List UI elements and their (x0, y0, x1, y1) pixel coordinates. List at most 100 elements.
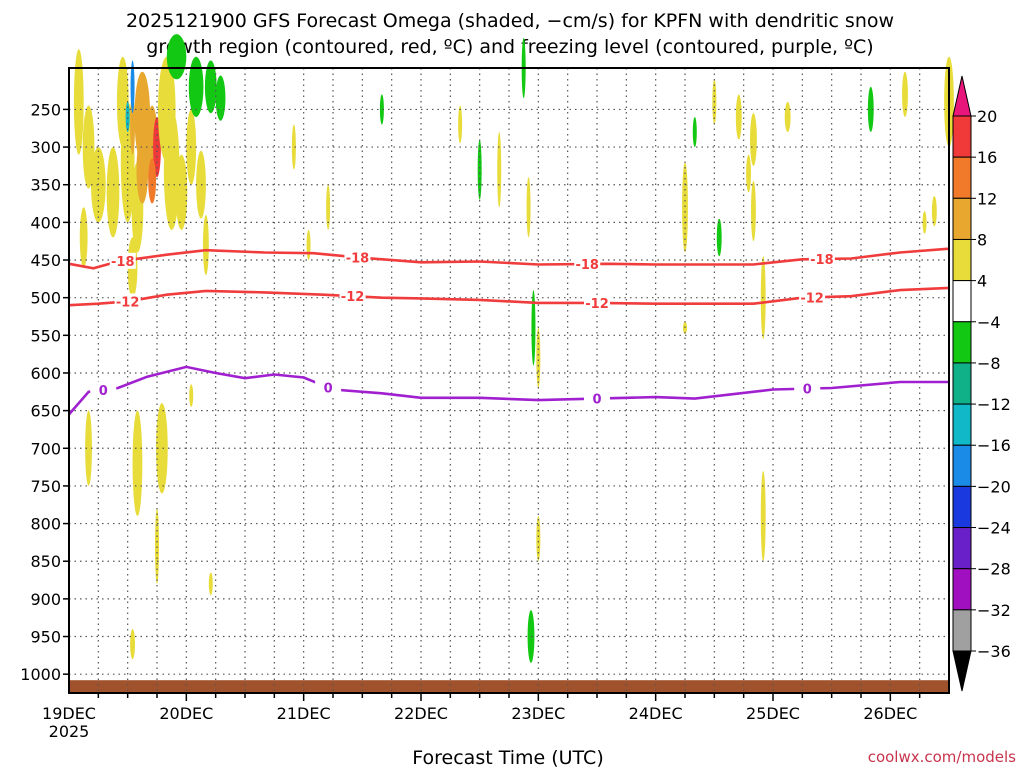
y-tick-label: 400 (30, 213, 61, 232)
omega-shading-cell (79, 207, 88, 268)
y-tick-label: 700 (30, 439, 61, 458)
omega-shading-cell (784, 101, 791, 133)
colorbar-label: −12 (977, 395, 1011, 414)
contour-label: -18 (575, 258, 599, 273)
contour-label-bg (574, 255, 601, 272)
omega-shading-cell (931, 196, 937, 227)
y-tick-label: 250 (30, 100, 61, 119)
contour-label: -12 (116, 295, 140, 310)
colorbar-label: −36 (977, 642, 1011, 661)
x-tick-label: 23DEC (511, 704, 565, 723)
y-tick-label: 750 (30, 477, 61, 496)
contour-label-bg (109, 252, 136, 269)
omega-shading-cell (202, 214, 209, 276)
y-tick-label: 1000 (20, 665, 61, 684)
y-tick-label: 850 (30, 552, 61, 571)
y-tick-label: 900 (30, 590, 61, 609)
colorbar-segment (952, 527, 972, 570)
omega-shading-cell (73, 49, 84, 155)
contour-label: 0 (99, 384, 108, 399)
colorbar-label: −28 (977, 560, 1011, 579)
chart-title-line1: 2025121900 GFS Forecast Omega (shaded, −… (126, 10, 894, 32)
contour-label: 0 (803, 383, 812, 398)
colorbar-segment (952, 280, 972, 323)
x-tick-label: 26DEC (863, 704, 917, 723)
colorbar-label: −16 (977, 436, 1011, 455)
omega-shading-cell (497, 132, 502, 208)
omega-shading-cell (132, 410, 143, 517)
omega-shading-cell (526, 177, 531, 238)
omega-shading-cell (751, 180, 756, 242)
colorbar-segment (952, 238, 972, 282)
omega-shading-cell (155, 508, 159, 584)
omega-shading-cell (204, 60, 217, 114)
contour-label: -12 (585, 297, 609, 312)
contour-label: -18 (810, 253, 834, 268)
omega-shading-cell (735, 94, 742, 140)
colorbar-label: −32 (977, 601, 1011, 620)
colorbar-label: −8 (977, 354, 1001, 373)
x-tick-label: 20DEC (159, 704, 213, 723)
plot-background (69, 68, 949, 693)
colorbar-label: 20 (977, 107, 997, 126)
omega-shading-cell (215, 75, 226, 121)
omega-shading-cell (130, 628, 135, 660)
omega-shading-cell (379, 94, 384, 125)
omega-shading-cell (326, 184, 331, 230)
omega-shading-cell (125, 101, 130, 133)
omega-shading-cell (130, 60, 135, 114)
omega-shading-cell (163, 109, 180, 230)
contour-label-bg (799, 289, 826, 306)
omega-shading-cell (208, 572, 213, 596)
omega-shading-cell (85, 410, 92, 486)
plot-area: -18 -18 -18 -18 -12 -12 -12 -12 0 0 0 0 250 300 350 400… (20, 34, 954, 741)
y-tick-label: 600 (30, 364, 61, 383)
colorbar-segment (952, 115, 972, 158)
colorbar-segment (952, 321, 972, 364)
omega-shading-cell (536, 327, 541, 389)
colorbar-label: 8 (977, 230, 987, 249)
omega-shading-cell (902, 71, 908, 117)
x-tick-label: 22DEC (394, 704, 448, 723)
x-tick-label: 25DEC (746, 704, 800, 723)
x-year-label: 2025 (49, 722, 90, 741)
omega-shading-cell (867, 86, 874, 133)
contour-label-bg (344, 249, 371, 266)
omega-shading-cell (458, 105, 463, 144)
y-tick-label: 800 (30, 515, 61, 534)
contour-label: -18 (346, 251, 370, 266)
omega-shading-cell (531, 290, 536, 366)
omega-shading-cell (922, 211, 927, 234)
colorbar: 20 16 12 8 4 −4 −8 −12 −16 −20 −24 −28 −32 −36 (952, 75, 1011, 692)
contour-label-bg (339, 288, 366, 305)
chart-title-line2: growth region (contoured, red, ºC) and f… (146, 36, 873, 58)
omega-shading-cell (760, 470, 766, 562)
contour-label-bg (794, 380, 821, 397)
colorbar-segment (952, 609, 972, 652)
y-tick-label: 650 (30, 402, 61, 421)
contour-label-bg (584, 294, 610, 311)
colorbar-segment (952, 444, 972, 487)
omega-shading-cell (306, 229, 311, 261)
colorbar-segment (952, 403, 972, 446)
omega-shading-cell (156, 403, 168, 494)
ground-strip (69, 680, 949, 693)
contour-label: 0 (592, 393, 601, 408)
omega-shading-cell (477, 139, 482, 200)
contour-label-bg (114, 293, 141, 310)
colorbar-segment (952, 156, 972, 199)
y-tick-label: 300 (30, 138, 61, 157)
y-tick-label: 450 (30, 251, 61, 270)
omega-shading-cell (716, 218, 722, 257)
colorbar-label: −4 (977, 313, 1001, 332)
colorbar-segment (952, 197, 972, 240)
contour-label-bg (90, 381, 117, 398)
colorbar-label: 12 (977, 189, 997, 208)
omega-shading-cell (692, 116, 697, 148)
omega-shading-cell (189, 384, 194, 407)
colorbar-label: 16 (977, 148, 997, 167)
y-tick-label: 500 (30, 289, 61, 308)
contour-label: -12 (800, 291, 824, 306)
contour-freezing-level (68, 365, 949, 416)
